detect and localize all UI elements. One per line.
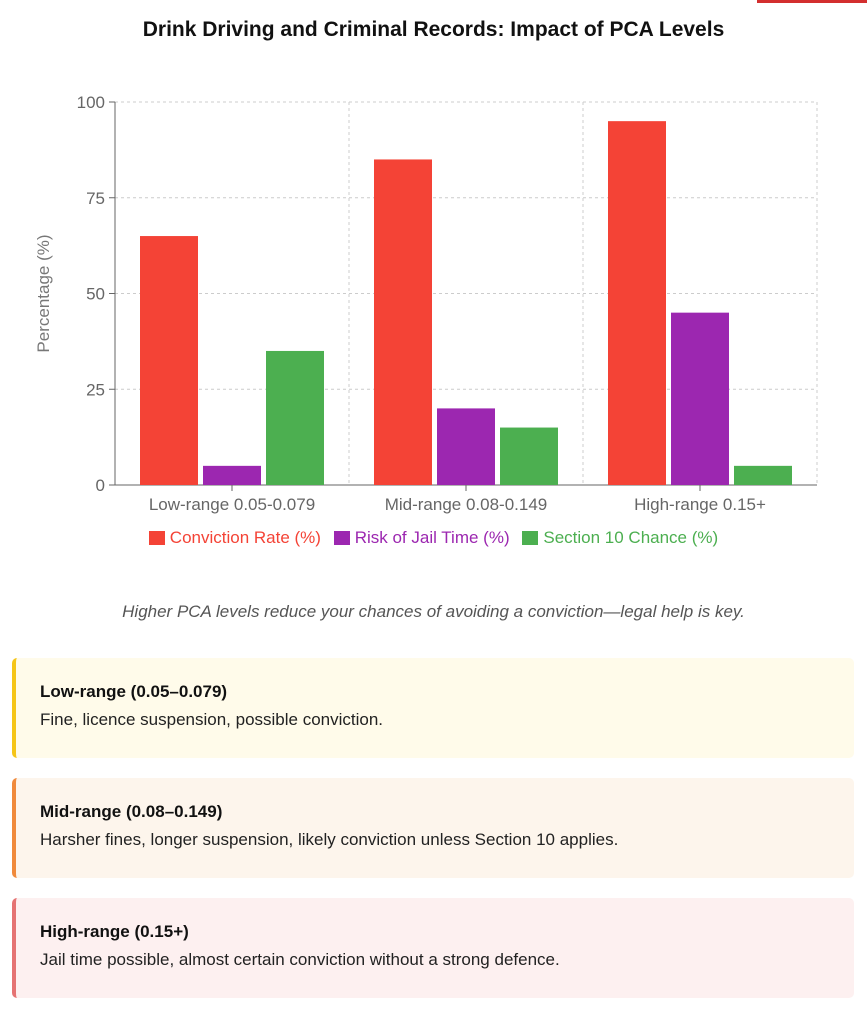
y-tick-label: 75 xyxy=(86,189,105,208)
legend-label: Section 10 Chance (%) xyxy=(543,528,719,547)
legend-swatch xyxy=(333,531,350,545)
top-accent-bar xyxy=(757,0,867,3)
y-tick-label: 50 xyxy=(86,285,105,304)
y-tick-label: 100 xyxy=(77,93,105,112)
legend-swatch xyxy=(148,531,165,545)
chart-title: Drink Driving and Criminal Records: Impa… xyxy=(142,18,725,41)
bar xyxy=(266,350,324,485)
card-description: Fine, licence suspension, possible convi… xyxy=(40,710,384,729)
card-title: Low-range (0.05–0.079) xyxy=(40,682,228,701)
legend-item-jail[interactable]: Risk of Jail Time (%) xyxy=(333,528,510,548)
chart-note: Higher PCA levels reduce your chances of… xyxy=(122,602,745,621)
x-tick-label: Mid-range 0.08-0.149 xyxy=(385,495,548,514)
bar xyxy=(437,408,495,485)
bar-chart: 0 25 50 75 100 Percentage (%) Low-range 0.05-0… xyxy=(34,93,818,514)
card-title: High-range (0.15+) xyxy=(40,922,189,941)
card-title: Mid-range (0.08–0.149) xyxy=(40,802,223,821)
bar xyxy=(500,427,558,485)
legend-item-conviction[interactable]: Conviction Rate (%) xyxy=(148,528,321,548)
legend-label: Risk of Jail Time (%) xyxy=(354,528,510,547)
x-tick-label: High-range 0.15+ xyxy=(634,495,766,514)
card-description: Harsher fines, longer suspension, likely… xyxy=(40,830,619,849)
y-tick-label: 25 xyxy=(86,380,105,399)
card-high-range: High-range (0.15+) Jail time possible, a… xyxy=(12,898,854,998)
bar xyxy=(140,236,198,485)
x-tick-label: Low-range 0.05-0.079 xyxy=(149,495,315,514)
card-low-range: Low-range (0.05–0.079) Fine, licence sus… xyxy=(12,658,854,758)
legend-label: Conviction Rate (%) xyxy=(169,528,321,547)
y-axis-label: Percentage (%) xyxy=(34,234,53,352)
bar xyxy=(734,465,792,485)
bar xyxy=(671,312,729,485)
legend: Conviction Rate (%) Risk of Jail Time (%… xyxy=(0,528,867,550)
card-mid-range: Mid-range (0.08–0.149) Harsher fines, lo… xyxy=(12,778,854,878)
bar xyxy=(374,159,432,485)
legend-item-section10[interactable]: Section 10 Chance (%) xyxy=(522,528,718,548)
y-tick-label: 0 xyxy=(96,476,105,495)
card-description: Jail time possible, almost certain convi… xyxy=(40,950,560,969)
legend-swatch xyxy=(522,531,539,545)
bar xyxy=(608,121,666,486)
bar xyxy=(203,465,261,485)
